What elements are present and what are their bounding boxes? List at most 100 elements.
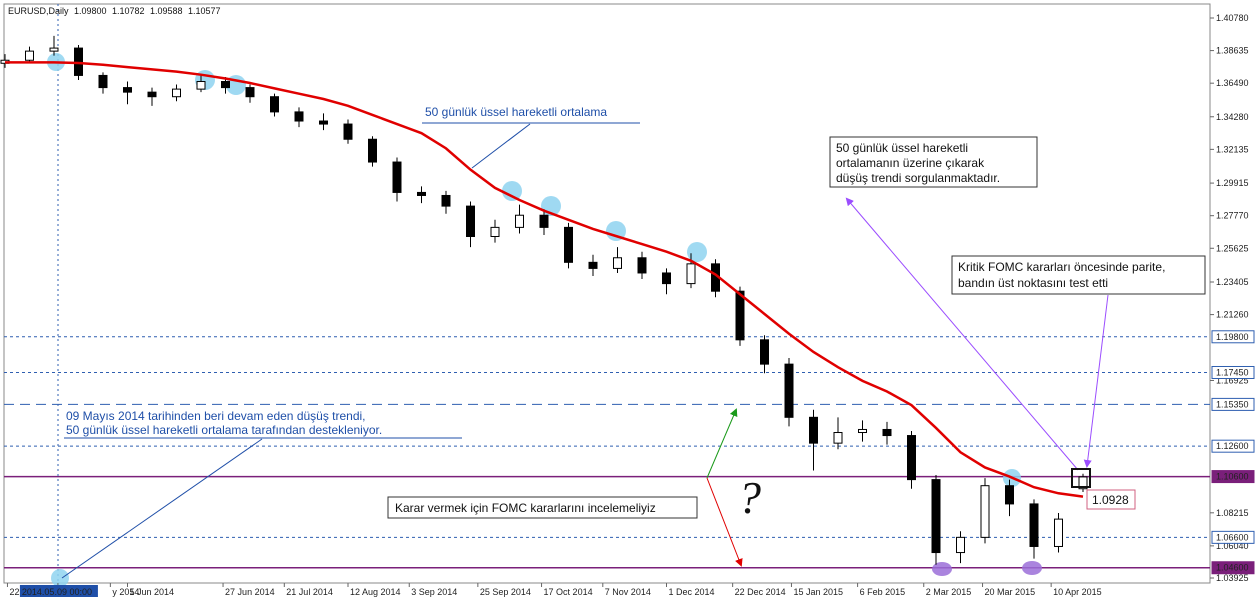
x-tick-label: 2 Mar 2015 — [926, 587, 972, 597]
level-box — [1211, 470, 1255, 484]
question-mark: ? — [738, 472, 761, 523]
candle-body — [735, 290, 745, 341]
level-label: 1.15350 — [1216, 399, 1249, 409]
x-tick-label: 6 Feb 2015 — [860, 587, 906, 597]
x-tick-label: 12 Aug 2014 — [350, 587, 401, 597]
y-tick-label: 1.38635 — [1216, 46, 1249, 56]
ema-line — [5, 61, 1084, 498]
candle-body — [907, 435, 916, 481]
leader — [61, 438, 263, 579]
note-box — [951, 255, 1206, 295]
x-tick-label: 20 Mar 2015 — [985, 587, 1036, 597]
ema-label-box — [1086, 489, 1136, 510]
candle-body — [466, 205, 475, 237]
y-tick-label: 1.03925 — [1216, 573, 1249, 583]
trend-text: 09 Mayıs 2014 tarihinden beri devam eden… — [66, 409, 366, 423]
leader — [471, 123, 531, 169]
candle-body — [221, 81, 230, 89]
chart-title: EURUSD,Daily — [8, 6, 69, 16]
level-box — [1211, 330, 1255, 344]
x-tick-label: 21 Jul 2014 — [286, 587, 333, 597]
level-box — [1211, 530, 1255, 544]
candle-body — [1029, 503, 1039, 547]
candle-body — [25, 50, 34, 61]
ema-caption: 50 günlük üssel hareketli ortalama — [425, 105, 607, 119]
candle-body — [1005, 485, 1014, 505]
candle-body — [809, 416, 818, 444]
candle-body — [123, 87, 132, 93]
y-tick-label: 1.34280 — [1216, 112, 1249, 122]
y-tick-label: 1.21260 — [1216, 310, 1249, 320]
level-box — [1211, 397, 1255, 411]
candle-body — [147, 91, 157, 98]
candle-body — [564, 226, 573, 263]
x-tick-label: 15 Jan 2015 — [793, 587, 843, 597]
level-box — [1211, 561, 1255, 575]
level-label: 1.12600 — [1216, 441, 1249, 451]
candle-body — [441, 194, 451, 207]
y-tick-label: 1.06040 — [1216, 541, 1249, 551]
candle-body — [368, 138, 377, 163]
y-tick-label: 1.27770 — [1216, 211, 1249, 221]
candle-body — [196, 81, 206, 90]
note-box — [387, 496, 698, 519]
candle-body — [172, 88, 181, 98]
candle-body — [613, 257, 622, 269]
x-tick-label: 25 Sep 2014 — [480, 587, 531, 597]
level-label: 1.19800 — [1216, 332, 1249, 342]
y-tick-label: 1.29915 — [1216, 178, 1249, 188]
candle-body — [515, 214, 524, 228]
candle-body — [833, 432, 843, 444]
note-line: ortalamanın üzerine çıkarak — [836, 156, 985, 170]
candle-body — [637, 257, 647, 274]
note-box — [829, 136, 1038, 188]
candle-body — [417, 191, 426, 196]
x-highlight — [19, 585, 98, 597]
note-line: 50 günlük üssel hareketli — [836, 141, 968, 155]
candle-body — [1078, 476, 1088, 490]
x-tick-label: 10 Apr 2015 — [1053, 587, 1102, 597]
candle-body — [343, 123, 353, 140]
candle-body — [98, 74, 108, 89]
level-label: 1.10600 — [1216, 472, 1249, 482]
y-tick-label: 1.36490 — [1216, 78, 1249, 88]
trend-text: 50 günlük üssel hareketli ortalama taraf… — [66, 423, 382, 437]
ema-label: 1.0928 — [1092, 493, 1129, 507]
x-tick-label: 2014.05.09 00:00 — [22, 587, 92, 597]
y-tick-label: 1.40780 — [1216, 13, 1249, 23]
candle-body — [1054, 518, 1063, 547]
x-tick-label: 3 Sep 2014 — [411, 587, 457, 597]
candle-body — [931, 479, 941, 554]
x-tick-label: 22 — [9, 587, 19, 597]
level-box — [1211, 439, 1255, 453]
x-tick-label: 22 Dec 2014 — [735, 587, 786, 597]
candle-body — [760, 339, 769, 365]
y-tick-label: 1.16925 — [1216, 375, 1249, 385]
ohlc-low: 1.09588 — [150, 6, 183, 16]
candle-body — [245, 87, 255, 98]
x-tick-label: y 2014 — [112, 587, 139, 597]
ohlc-close: 1.10577 — [188, 6, 221, 16]
y-tick-label: 1.25625 — [1216, 243, 1249, 253]
candle-body — [784, 363, 794, 418]
x-tick-label: 17 Oct 2014 — [544, 587, 593, 597]
highlight-box — [1071, 468, 1091, 488]
note-line: düşüş trendi sorgulanmaktadır. — [836, 171, 1000, 185]
level-label: 1.04600 — [1216, 563, 1249, 573]
x-tick-label: 1 Dec 2014 — [669, 587, 715, 597]
candle-body — [662, 272, 671, 285]
y-tick-label: 1.32135 — [1216, 144, 1249, 154]
arrow — [1083, 294, 1109, 468]
x-tick-label: 7 Nov 2014 — [605, 587, 651, 597]
candle-body — [294, 111, 304, 122]
ohlc-open: 1.09800 — [74, 6, 107, 16]
level-label: 1.06600 — [1216, 532, 1249, 542]
y-tick-label: 1.23405 — [1216, 277, 1249, 287]
y-tick-label: 1.08215 — [1216, 508, 1249, 518]
candle-body — [858, 428, 867, 434]
arrow-down — [706, 477, 743, 567]
note-line: Kritik FOMC kararları öncesinde parite, — [958, 260, 1165, 274]
candle-body — [686, 263, 696, 285]
ohlc-high: 1.10782 — [112, 6, 145, 16]
